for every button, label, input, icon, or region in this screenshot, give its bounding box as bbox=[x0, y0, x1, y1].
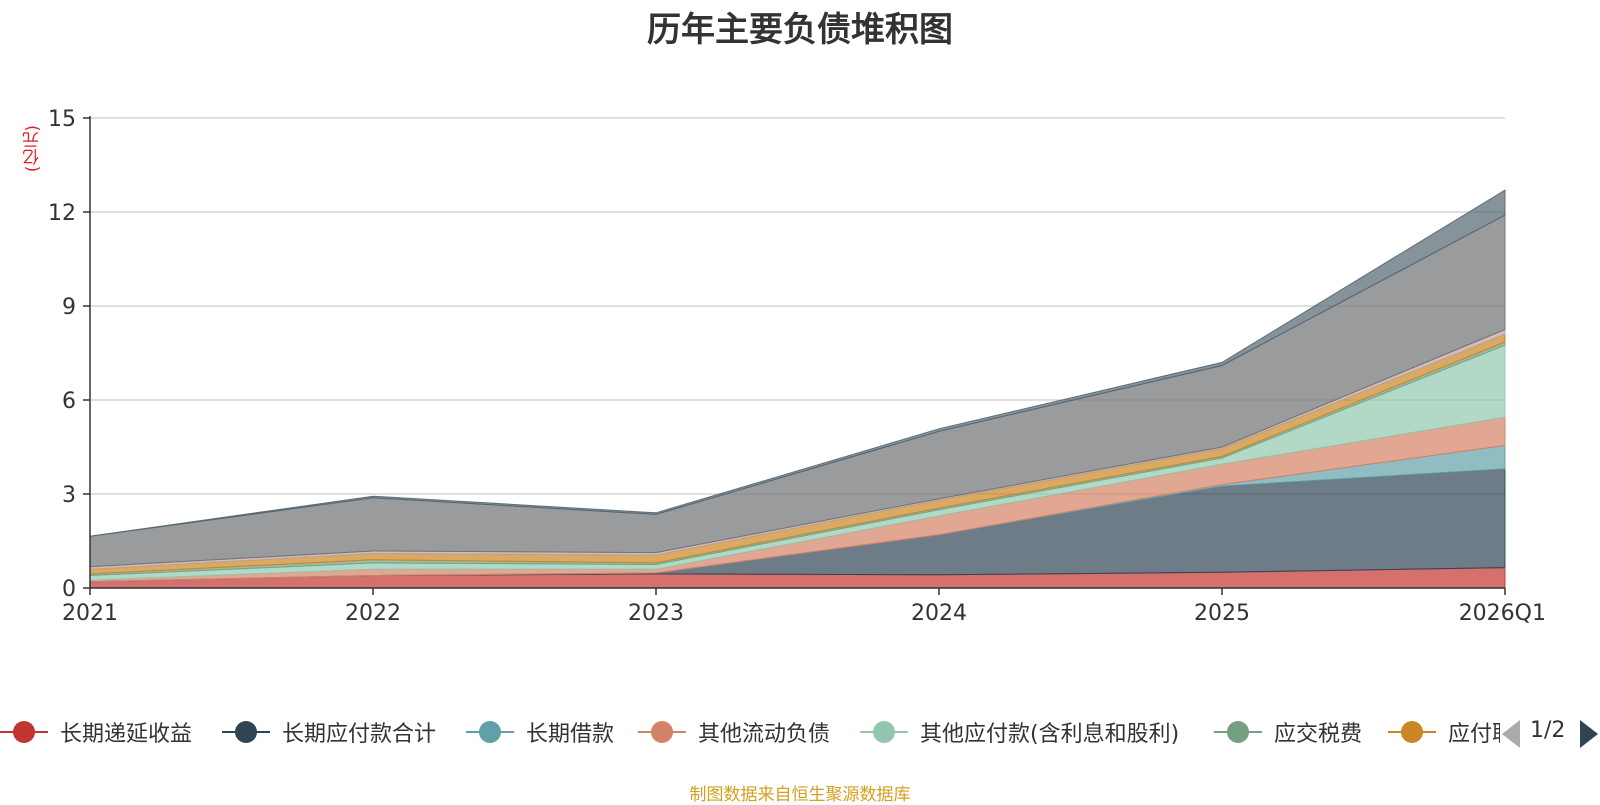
legend-marker-icon bbox=[222, 714, 270, 750]
legend-item[interactable]: 长期借款 bbox=[466, 714, 614, 750]
y-tick-label: 3 bbox=[62, 483, 76, 508]
x-tick-label: 2025 bbox=[1194, 601, 1250, 626]
chart-legend: 长期递延收益 长期应付款合计 长期借款 其他流动负债 其他应付款(含利息和股利) 应交税费… bbox=[0, 714, 1500, 750]
legend-next-page-icon[interactable] bbox=[1580, 720, 1598, 748]
data-source-note: 制图数据来自恒生聚源数据库 bbox=[689, 785, 911, 805]
x-tick-label: 2022 bbox=[345, 601, 401, 626]
legend-marker-icon bbox=[1388, 714, 1436, 750]
legend-marker-icon bbox=[0, 714, 48, 750]
y-tick-label: 12 bbox=[48, 201, 76, 226]
area-series-9[interactable] bbox=[89, 189, 1506, 537]
legend-prev-page-icon[interactable] bbox=[1502, 720, 1520, 748]
x-tick-label: 2026Q1 bbox=[1459, 601, 1546, 626]
legend-label: 其他流动负债 bbox=[698, 722, 831, 747]
legend-label: 长期借款 bbox=[526, 722, 615, 747]
legend-label: 长期递延收益 bbox=[60, 722, 193, 747]
chart-title: 历年主要负债堆积图 bbox=[647, 10, 953, 50]
legend-pager: 1/2 bbox=[1500, 716, 1600, 750]
legend-marker-icon bbox=[466, 714, 514, 750]
legend-label: 应交税费 bbox=[1274, 722, 1363, 747]
y-tick-label: 9 bbox=[62, 295, 76, 320]
legend-marker-icon bbox=[860, 714, 908, 750]
legend-item[interactable]: 应交税费 bbox=[1214, 714, 1362, 750]
legend-label: 其他应付款(含利息和股利) bbox=[920, 722, 1180, 747]
chart-plot-area: 0 3 6 9 12 15 2021 2022 2023 2024 2025 2026Q1 bbox=[48, 107, 1546, 626]
y-tick-label: 15 bbox=[48, 107, 76, 132]
legend-marker-icon bbox=[638, 714, 686, 750]
legend-item[interactable]: 应付职工薪酬 bbox=[1388, 714, 1500, 750]
legend-item[interactable]: 长期应付款合计 bbox=[222, 714, 436, 750]
x-tick-label: 2024 bbox=[911, 601, 967, 626]
y-tick-label: 0 bbox=[62, 577, 76, 602]
x-tick-label: 2021 bbox=[62, 601, 118, 626]
legend-item[interactable]: 其他流动负债 bbox=[638, 714, 830, 750]
legend-page-indicator: 1/2 bbox=[1530, 718, 1566, 743]
legend-item[interactable]: 其他应付款(含利息和股利) bbox=[860, 714, 1179, 750]
x-tick-label: 2023 bbox=[628, 601, 684, 626]
legend-marker-icon bbox=[1214, 714, 1262, 750]
legend-label: 应付职工薪酬 bbox=[1448, 722, 1500, 747]
legend-item[interactable]: 长期递延收益 bbox=[0, 714, 192, 750]
y-tick-label: 6 bbox=[62, 389, 76, 414]
legend-label: 长期应付款合计 bbox=[282, 722, 437, 747]
